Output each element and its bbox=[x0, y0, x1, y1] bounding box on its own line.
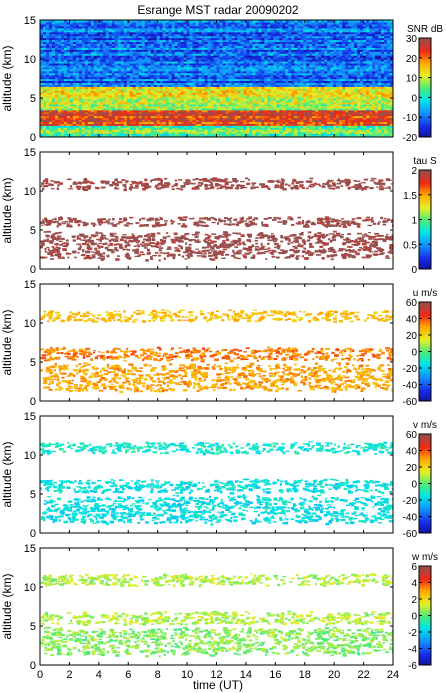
w-colorbar-tick-label: 4 bbox=[411, 579, 417, 590]
snr-y-axis-label: altitude (km) bbox=[0, 45, 14, 111]
w-y-tick-label: 15 bbox=[24, 543, 36, 555]
tau-colorbar-tick-label: 1 bbox=[411, 216, 417, 227]
x-tick-label: 16 bbox=[269, 669, 281, 681]
u-colorbar-tick-label: -40 bbox=[403, 381, 418, 392]
u-colorbar-tick-label: -20 bbox=[403, 364, 418, 375]
v-y-tick-label: 10 bbox=[24, 450, 36, 462]
snr-y-tick-label: 0 bbox=[30, 132, 36, 144]
v-y-tick-label: 5 bbox=[30, 489, 36, 501]
w-y-tick-label: 10 bbox=[24, 582, 36, 594]
v-y-axis-label: altitude (km) bbox=[0, 441, 14, 507]
u-colorbar-tick-label: 40 bbox=[406, 315, 418, 326]
x-tick-label: 18 bbox=[299, 669, 311, 681]
v-colorbar-tick-label: -60 bbox=[403, 529, 418, 540]
snr-colorbar-tick-label: -10 bbox=[403, 113, 418, 124]
x-tick-label: 22 bbox=[357, 669, 369, 681]
snr-colorbar-tick-label: 20 bbox=[406, 54, 418, 65]
u-field bbox=[40, 309, 393, 394]
v-colorbar-tick-label: -20 bbox=[403, 496, 418, 507]
panel-u: 0 5 10 15 altitude (km) u m/s60 40 20 0 -20 -40 -60 bbox=[0, 279, 437, 408]
v-colorbar-tick-label: 60 bbox=[406, 430, 418, 441]
x-tick-label: 10 bbox=[181, 669, 193, 681]
tau-field bbox=[40, 177, 393, 262]
tau-colorbar-tick-label: 0 bbox=[411, 265, 417, 276]
tau-y-tick-label: 5 bbox=[30, 225, 36, 237]
snr-colorbar-tick-label: -20 bbox=[403, 133, 418, 144]
x-tick-label: 12 bbox=[210, 669, 222, 681]
v-field bbox=[40, 441, 393, 526]
u-colorbar: u m/s60 40 20 0 -20 -40 -60 bbox=[403, 288, 438, 408]
v-colorbar-tick-label: 20 bbox=[406, 463, 418, 474]
tau-colorbar-tick-label: 2 bbox=[411, 166, 417, 177]
x-axis-label: time (UT) bbox=[193, 678, 243, 692]
snr-field bbox=[40, 20, 393, 137]
u-colorbar-tick-label: 0 bbox=[411, 348, 417, 359]
x-tick-label: 24 bbox=[387, 669, 399, 681]
x-tick-label: 8 bbox=[155, 669, 161, 681]
u-colorbar-tick-label: 60 bbox=[406, 298, 418, 309]
w-colorbar: w m/s6 4 2 0 -2 -4 -6 bbox=[408, 552, 438, 672]
panel-tau: 0 5 10 15 altitude (km) tau S2 1.5 1 0.5 0 bbox=[0, 147, 437, 276]
v-y-tick-label: 15 bbox=[24, 411, 36, 423]
figure-title: Esrange MST radar 20090202 bbox=[137, 3, 299, 17]
u-y-axis-label: altitude (km) bbox=[0, 309, 14, 375]
v-colorbar-tick-label: 40 bbox=[406, 447, 418, 458]
x-tick-label: 4 bbox=[96, 669, 102, 681]
snr-y-tick-label: 15 bbox=[24, 15, 36, 27]
tau-colorbar-tick-label: 1.5 bbox=[403, 191, 417, 202]
snr-colorbar-label: SNR dB bbox=[407, 24, 443, 35]
x-tick-label: 0 bbox=[37, 669, 43, 681]
tau-colorbar-tick-label: 0.5 bbox=[403, 240, 417, 251]
v-colorbar-label: v m/s bbox=[413, 420, 437, 431]
tau-y-tick-label: 15 bbox=[24, 147, 36, 159]
panel-v: 0 5 10 15 altitude (km) v m/s60 40 20 0 -20 -40 -60 bbox=[0, 411, 437, 540]
u-y-tick-label: 5 bbox=[30, 357, 36, 369]
snr-colorbar-tick-label: 30 bbox=[406, 34, 418, 45]
x-tick-label: 14 bbox=[240, 669, 252, 681]
w-colorbar-tick-label: -2 bbox=[408, 628, 417, 639]
tau-y-tick-label: 10 bbox=[24, 186, 36, 198]
snr-y-tick-label: 5 bbox=[30, 93, 36, 105]
u-y-tick-label: 10 bbox=[24, 318, 36, 330]
v-y-tick-label: 0 bbox=[30, 528, 36, 540]
snr-colorbar-tick-label: 10 bbox=[406, 74, 418, 85]
x-tick-label: 20 bbox=[328, 669, 340, 681]
tau-y-tick-label: 0 bbox=[30, 264, 36, 276]
u-y-tick-label: 0 bbox=[30, 396, 36, 408]
w-colorbar-tick-label: 6 bbox=[411, 562, 417, 573]
tau-colorbar-label: tau S bbox=[413, 156, 437, 167]
w-colorbar-tick-label: -4 bbox=[408, 645, 417, 656]
w-y-axis-label: altitude (km) bbox=[0, 573, 14, 639]
w-y-tick-label: 0 bbox=[30, 660, 36, 672]
snr-y-tick-label: 10 bbox=[24, 54, 36, 66]
u-colorbar-label: u m/s bbox=[413, 288, 437, 299]
w-colorbar-label: w m/s bbox=[411, 552, 438, 563]
w-y-tick-label: 5 bbox=[30, 621, 36, 633]
w-colorbar-tick-label: 2 bbox=[411, 595, 417, 606]
w-colorbar-tick-label: 0 bbox=[411, 612, 417, 623]
x-tick-label: 6 bbox=[125, 669, 131, 681]
u-y-tick-label: 15 bbox=[24, 279, 36, 291]
tau-y-axis-label: altitude (km) bbox=[0, 177, 14, 243]
v-colorbar: v m/s60 40 20 0 -20 -40 -60 bbox=[403, 420, 437, 540]
tau-colorbar: tau S2 1.5 1 0.5 0 bbox=[403, 156, 437, 276]
x-tick-label: 2 bbox=[66, 669, 72, 681]
v-colorbar-tick-label: -40 bbox=[403, 513, 418, 524]
u-colorbar-tick-label: -60 bbox=[403, 397, 418, 408]
w-field bbox=[40, 573, 393, 658]
snr-colorbar-tick-label: 0 bbox=[411, 93, 417, 104]
u-colorbar-tick-label: 20 bbox=[406, 331, 418, 342]
w-colorbar-tick-label: -6 bbox=[408, 661, 417, 672]
v-colorbar-tick-label: 0 bbox=[411, 480, 417, 491]
